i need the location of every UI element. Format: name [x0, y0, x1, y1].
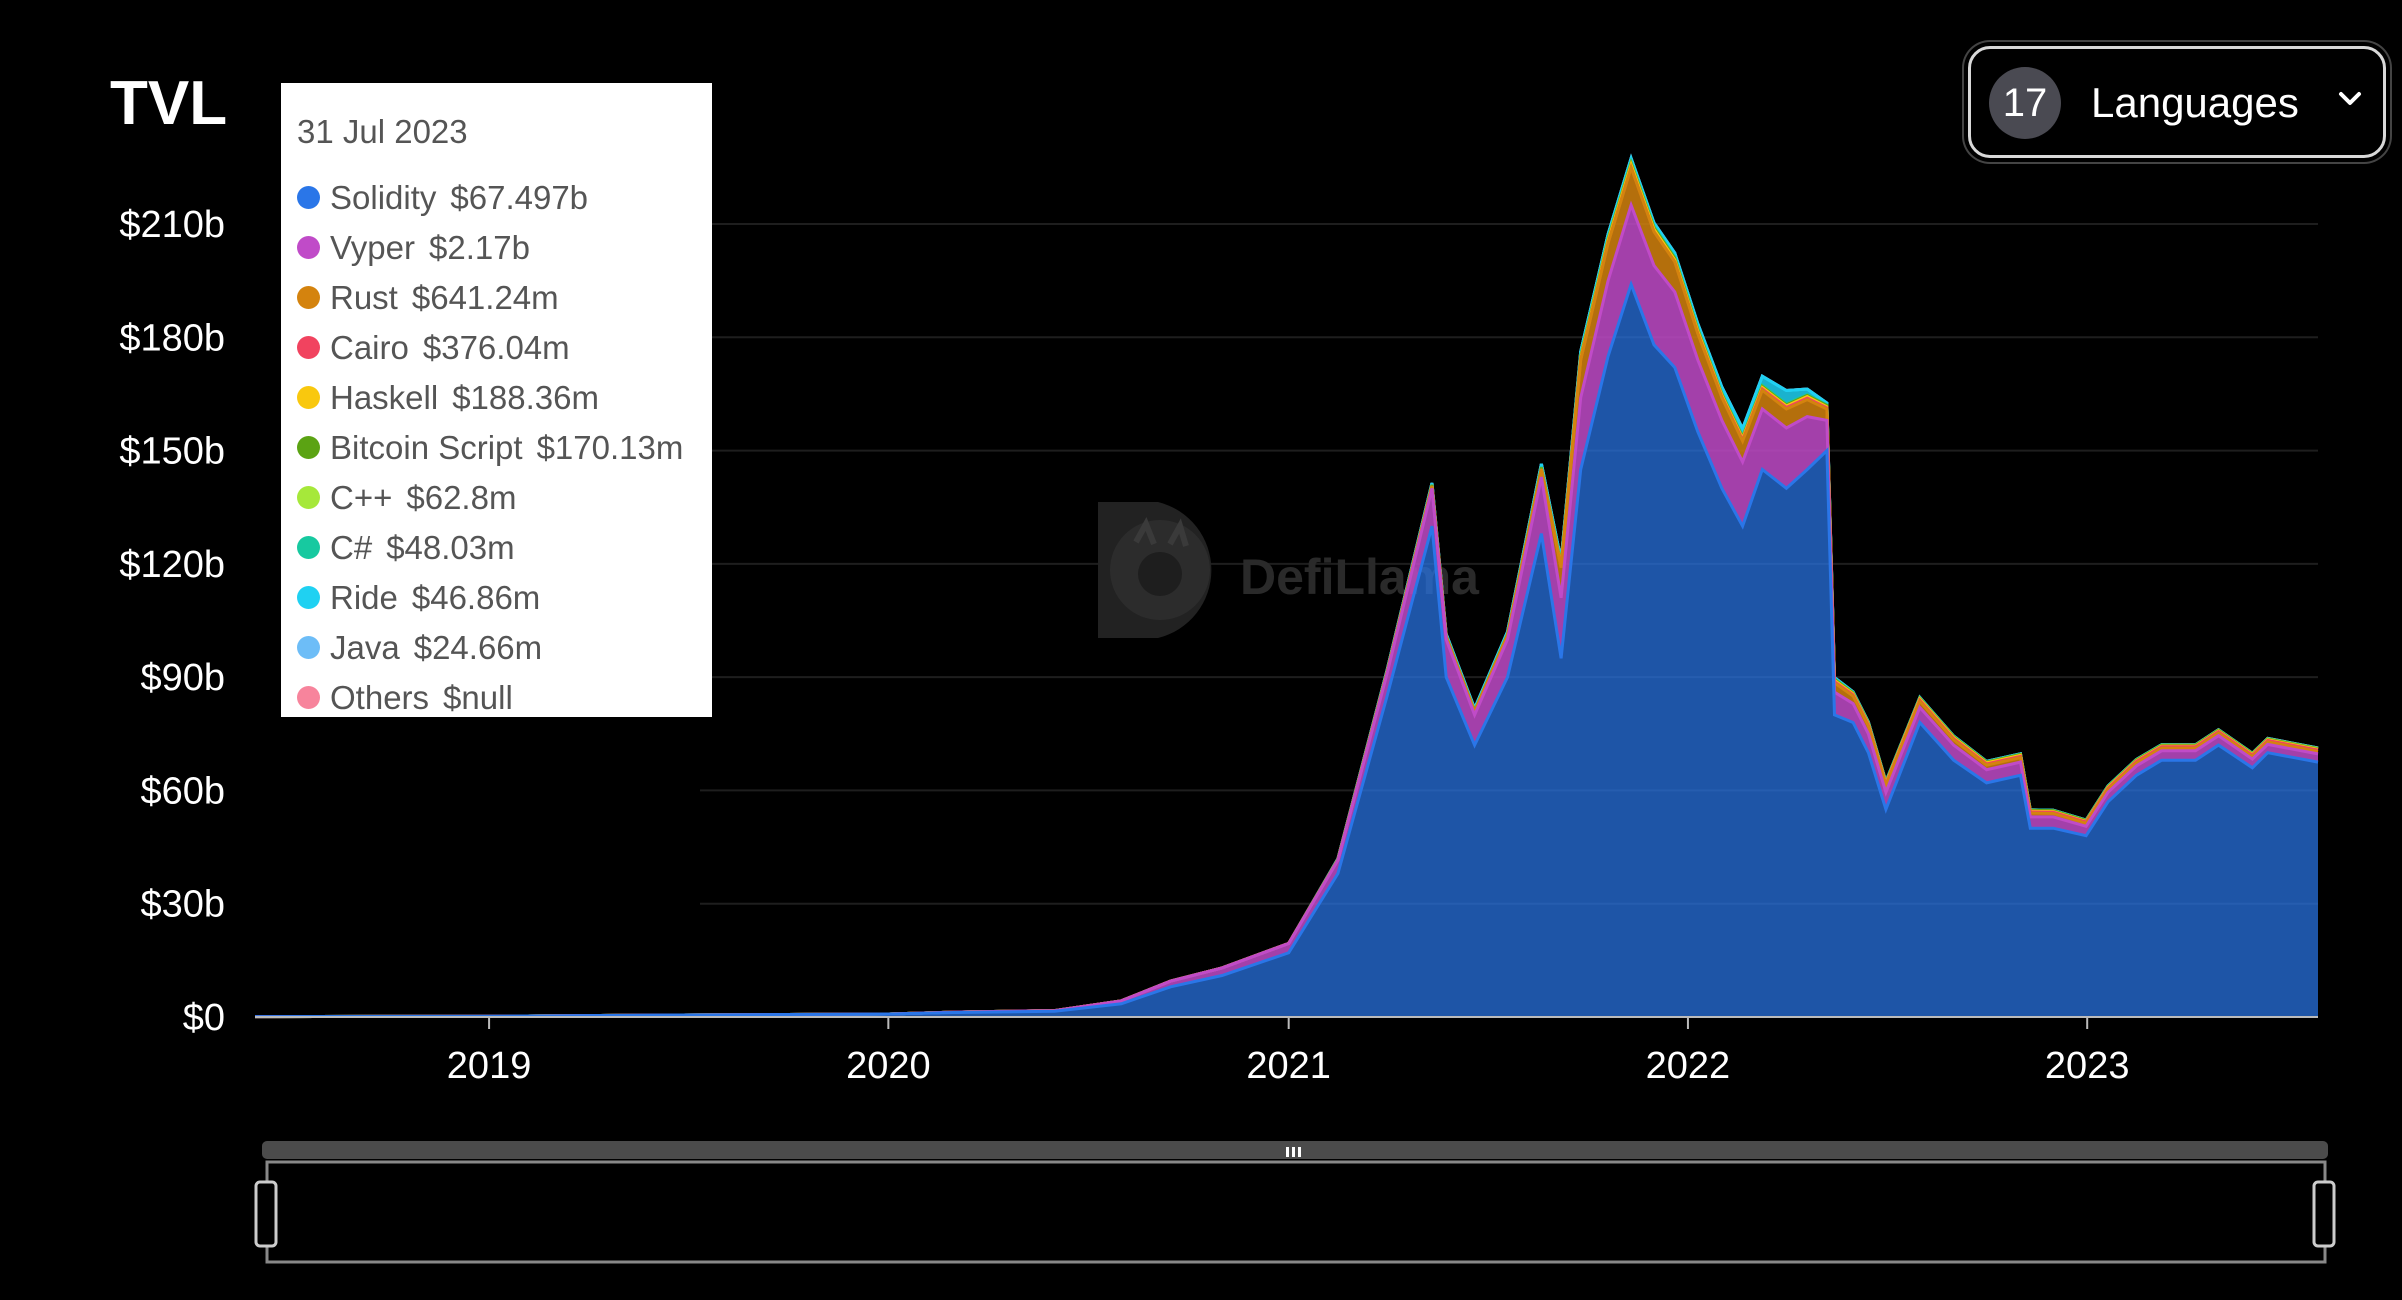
tooltip-row: Vyper $2.17b [297, 229, 530, 273]
series-color-dot [297, 635, 320, 659]
x-tick-label: 2019 [447, 1045, 532, 1087]
tooltip-series-value: $376.04m [422, 329, 570, 366]
tooltip-series-value: $62.8m [406, 479, 517, 516]
tooltip-row: Bitcoin Script $170.13m [297, 429, 683, 473]
languages-dropdown[interactable]: 17 Languages [1968, 46, 2386, 158]
series-color-dot [297, 285, 320, 309]
y-tick-label: $150b [119, 431, 225, 473]
series-color-dot [297, 485, 320, 509]
series-line-vyper [254, 200, 2319, 1019]
tooltip-series-name: Ride [330, 579, 398, 616]
y-tick-label: $60b [140, 770, 225, 812]
tooltip-row: Solidity $67.497b [297, 179, 588, 223]
tooltip-series-name: Solidity [330, 179, 437, 216]
tooltip-series-value: $170.13m [536, 429, 684, 466]
y-tick-label: $180b [119, 317, 225, 359]
tooltip-series-value: $46.86m [411, 579, 541, 616]
tooltip-series-name: C++ [330, 479, 393, 516]
x-axis: 2019 2020 2021 2022 2023 [255, 1016, 2318, 1087]
tooltip-series-value: $24.66m [413, 629, 543, 666]
grip-icon[interactable] [1286, 1147, 1301, 1157]
y-axis: $0 $30b $60b $90b $120b $150b $180b $210b [119, 204, 225, 1039]
tooltip-series-value: $2.17b [428, 229, 530, 266]
y-tick-label: $120b [119, 544, 225, 586]
tooltip-row: C++ $62.8m [297, 479, 516, 523]
language-count-badge: 17 [1989, 67, 2061, 139]
tooltip-series-name: Java [330, 629, 400, 666]
tooltip-row: Others $null [297, 679, 513, 723]
x-tick-label: 2023 [2045, 1045, 2130, 1087]
tooltip-series-name: C# [330, 529, 373, 566]
tooltip-series-name: Cairo [330, 329, 409, 366]
series-color-dot [297, 535, 320, 559]
stacked-areas [254, 153, 2319, 1019]
y-tick-label: $30b [140, 884, 225, 926]
zoom-selection-window[interactable] [265, 1160, 2327, 1264]
tooltip-series-value: $48.03m [386, 529, 515, 566]
tooltip-series-value: $null [443, 679, 513, 716]
languages-label: Languages [2091, 79, 2299, 126]
tooltip-series-name: Rust [330, 279, 398, 316]
series-color-dot [297, 185, 320, 209]
tooltip-series-name: Others [330, 679, 430, 716]
zoom-handle-right[interactable] [2312, 1180, 2336, 1248]
series-color-dot [297, 685, 320, 709]
tooltip-series-name: Vyper [330, 229, 415, 266]
tooltip-row: Ride $46.86m [297, 579, 540, 623]
y-tick-label: $210b [119, 204, 225, 246]
series-color-dot [297, 435, 320, 459]
tooltip-series-value: $641.24m [411, 279, 559, 316]
tooltip-row: C# $48.03m [297, 529, 515, 573]
y-tick-label: $90b [140, 657, 225, 699]
tooltip-series-name: Haskell [330, 379, 439, 416]
series-color-dot [297, 385, 320, 409]
series-color-dot [297, 335, 320, 359]
series-color-dot [297, 585, 320, 609]
y-tick-label: $0 [183, 997, 225, 1039]
x-tick-label: 2022 [1646, 1045, 1731, 1087]
tooltip-row: Haskell $188.36m [297, 379, 599, 423]
tooltip-row: Cairo $376.04m [297, 329, 570, 373]
chevron-down-icon [2339, 92, 2361, 105]
zoom-handle-left[interactable] [254, 1180, 278, 1248]
series-area-solidity [255, 284, 2318, 1017]
tooltip-series-value: $188.36m [452, 379, 599, 416]
tooltip-row: Rust $641.24m [297, 279, 559, 323]
zoom-slider[interactable] [254, 1141, 2336, 1264]
tooltip-date: 31 Jul 2023 [297, 113, 468, 150]
tooltip-series-name: Bitcoin Script [330, 429, 523, 466]
chart-tooltip: 31 Jul 2023 Solidity $67.497b Vyper $2.17b R… [281, 83, 712, 717]
series-color-dot [297, 235, 320, 259]
tooltip-row: Java $24.66m [297, 629, 542, 673]
series-line-solidity [254, 279, 2319, 1019]
x-tick-label: 2021 [1246, 1045, 1331, 1087]
x-tick-label: 2020 [846, 1045, 931, 1087]
chart-title: TVL [110, 69, 228, 138]
tooltip-series-value: $67.497b [450, 179, 589, 216]
